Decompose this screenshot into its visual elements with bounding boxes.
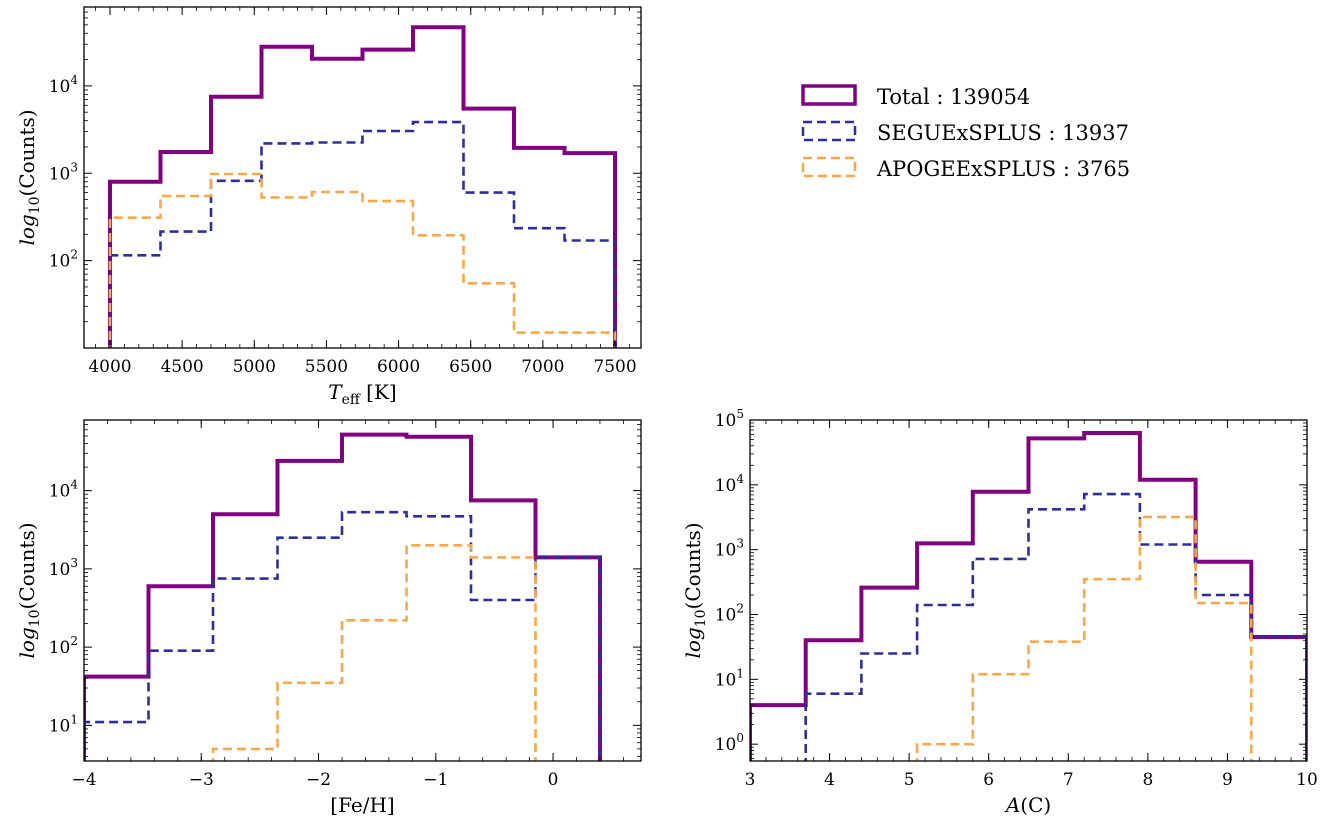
y-tick-label: 102 [49,248,78,272]
series-total [750,431,1307,761]
x-tick-label: 5500 [305,357,348,377]
x-tick-label: −2 [306,770,331,790]
x-tick-label: −1 [423,770,448,790]
y-tick-label: 104 [715,472,745,496]
y-axis-label: log10(Counts) [15,522,43,658]
x-tick-label: 6 [983,770,994,790]
series-segue [804,492,1307,761]
y-axis-label: log10(Counts) [15,109,43,245]
x-tick-label: 7000 [521,357,564,377]
y-tick-label: 104 [49,73,79,97]
series-group [108,25,617,348]
x-tick-label: 3 [745,770,756,790]
y-tick-label: 105 [715,407,744,431]
legend: Total : 139054 SEGUExSPLUS : 13937 APOGE… [801,84,1130,181]
y-tick-label: 102 [49,634,78,658]
legend-label-total: Total : 139054 [877,85,1030,109]
y-tick-label: 104 [49,478,79,502]
series-group [750,431,1307,761]
plot-frame [83,419,642,762]
legend-label-segue: SEGUExSPLUS : 13937 [877,121,1129,145]
y-axis-label: log10(Counts) [681,522,709,658]
x-tick-label: 7 [1063,770,1074,790]
x-axis-label: [Fe/H] [330,793,394,817]
x-tick-label: 9 [1222,770,1233,790]
x-tick-label: 6000 [377,357,420,377]
panel-carbon-histogram: 3 4 5 6 7 8 9 10 100 101 102 103 104 105 log10(Counts)… [681,407,1318,817]
y-tick-label: 100 [715,731,744,755]
x-tick-label: 8 [1142,770,1153,790]
x-tick-label: 6500 [449,357,492,377]
y-tick-label: 103 [49,556,78,580]
y-tick-label: 102 [715,602,744,626]
series-apogee [211,544,537,761]
series-apogee [108,172,617,348]
x-tick-label: 5000 [233,357,276,377]
x-tick-label: 4 [824,770,835,790]
x-tick-label: −3 [189,770,214,790]
legend-swatch-apogee [801,156,857,178]
x-axis-label: Teff [K] [328,380,396,408]
series-group [84,432,602,761]
y-tick-label: 101 [49,712,78,736]
x-tick-label: 7500 [593,357,636,377]
x-tick-label: 4000 [88,357,131,377]
x-axis-label: A(C) [1004,793,1051,817]
series-segue [84,510,602,761]
legend-swatch-segue [801,120,857,142]
x-tick-label: 5 [904,770,915,790]
series-apogee [915,515,1253,761]
plot-frame [749,419,1308,762]
series-segue [108,120,617,348]
legend-label-apogee: APOGEExSPLUS : 3765 [876,157,1130,181]
x-tick-label: 4500 [160,357,203,377]
x-tick-label: 10 [1296,770,1318,790]
x-tick-label: 0 [548,770,559,790]
y-tick-label: 101 [715,666,744,690]
legend-swatch-total [801,84,857,106]
series-total [84,432,602,761]
x-tick-label: −4 [71,770,96,790]
panel-teff-histogram: 4000 4500 5000 5500 6000 6500 7000 7500 102 103 10… [15,6,642,408]
y-tick-label: 103 [715,537,744,561]
y-tick-label: 103 [49,160,78,184]
series-total [108,25,617,348]
